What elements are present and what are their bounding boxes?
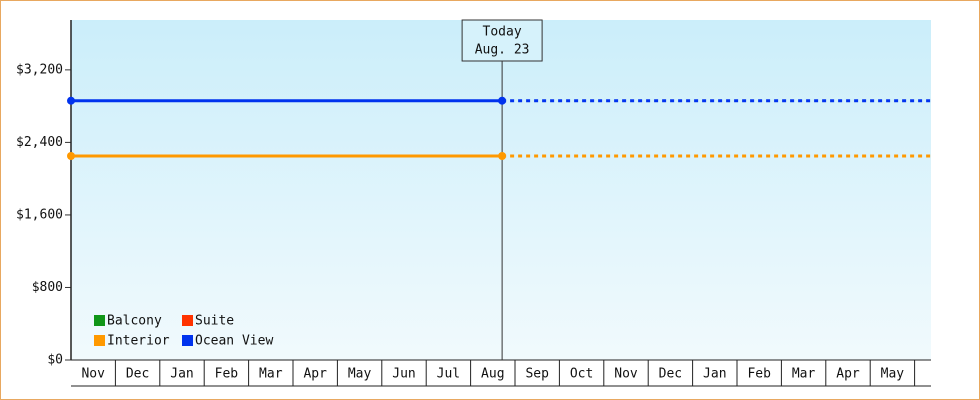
x-tick-label: Apr [303, 367, 327, 382]
x-tick-label: May [348, 367, 372, 382]
y-tick-label: $2,400 [16, 135, 63, 150]
x-tick-label: Dec [126, 367, 149, 382]
legend-swatch [94, 335, 105, 346]
x-tick-label: Jul [437, 367, 460, 382]
y-tick-label: $800 [32, 280, 63, 295]
x-tick-label: May [881, 367, 905, 382]
plot-area [71, 20, 931, 360]
legend-label: Interior [107, 334, 170, 349]
x-tick-label: Sep [525, 367, 549, 382]
x-tick-label: Nov [614, 367, 638, 382]
x-tick-label: Jan [703, 367, 726, 382]
x-tick-label: Feb [747, 367, 771, 382]
x-tick-label: Jan [170, 367, 193, 382]
data-point [67, 152, 75, 160]
data-point [498, 152, 507, 160]
legend-swatch [182, 335, 193, 346]
data-point [498, 96, 507, 105]
x-tick-label: Aug [481, 367, 504, 382]
x-tick-label: Oct [570, 367, 593, 382]
data-point [67, 96, 75, 105]
today-date: Aug. 23 [475, 43, 530, 58]
y-tick-label: $0 [47, 353, 63, 368]
x-tick-label: Dec [659, 367, 682, 382]
x-tick-label: Feb [215, 367, 239, 382]
x-tick-label: Apr [836, 367, 860, 382]
today-label: Today [483, 25, 522, 40]
x-tick-label: Jun [392, 367, 415, 382]
y-tick-label: $1,600 [16, 207, 63, 222]
y-tick-label: $3,200 [16, 62, 63, 77]
legend-label: Ocean View [195, 334, 273, 349]
legend-label: Suite [195, 314, 234, 329]
today-box [461, 19, 543, 62]
legend-swatch [182, 315, 193, 326]
x-tick-label: Nov [81, 367, 105, 382]
x-tick-label: Mar [792, 367, 816, 382]
legend-label: Balcony [107, 314, 162, 329]
x-tick-label: Mar [259, 367, 283, 382]
legend-swatch [94, 315, 105, 326]
